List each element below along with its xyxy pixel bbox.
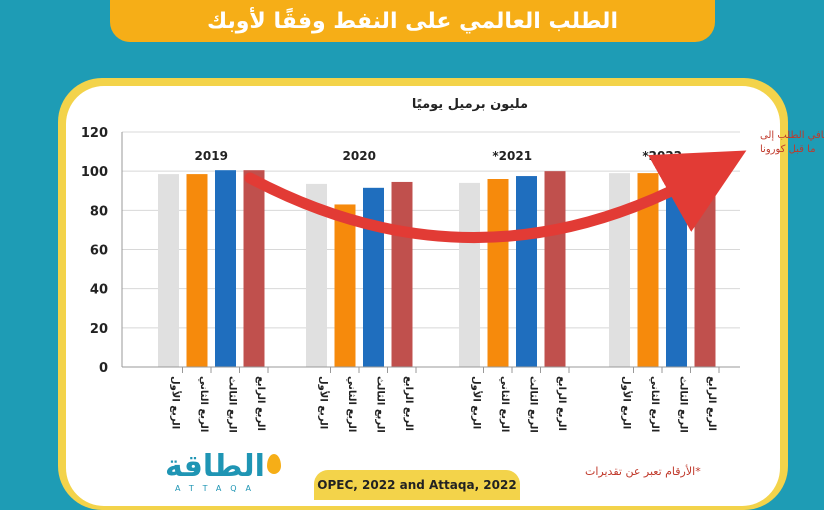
drop-icon: [267, 454, 281, 474]
bar: [158, 174, 179, 367]
x-tick-label: الربع الثاني: [499, 376, 510, 432]
annotation-line-2: ما قبل كورونا: [760, 144, 816, 155]
page-title: الطلب العالمي على النفط وفقًا لأوبك: [207, 8, 618, 34]
logo-text: الطاقة: [165, 449, 265, 484]
bar: [391, 181, 413, 367]
x-tick-label: الربع الرابع: [556, 376, 567, 431]
y-tick-label: 120: [81, 126, 108, 141]
y-tick-label: 60: [90, 244, 108, 259]
logo-subtitle: ATTAQA: [175, 484, 260, 493]
bar: [516, 176, 537, 367]
x-tick-label: الربع الرابع: [403, 376, 414, 431]
x-tick-label: الربع الثاني: [649, 376, 660, 432]
recovery-arrow: [244, 150, 747, 244]
attaqa-logo: الطاقة ATTAQA: [165, 450, 287, 496]
y-tick-label: 40: [90, 283, 108, 298]
bar: [363, 187, 384, 367]
bar: [243, 170, 265, 367]
x-tick-label: الربع الأول: [170, 376, 183, 429]
bar: [334, 204, 356, 367]
x-tick-label: الربع الثالث: [528, 376, 539, 433]
y-tick-label: 20: [90, 322, 108, 337]
y-tick-label: 80: [90, 204, 108, 219]
source-box: OPEC, 2022 and Attaqa, 2022: [314, 470, 520, 500]
bar: [609, 173, 630, 367]
bar: [666, 169, 687, 367]
x-tick-label: الربع الثاني: [198, 376, 209, 432]
estimate-note: *الأرقام تعبر عن تقديرات: [585, 465, 701, 478]
bar: [186, 174, 208, 367]
x-tick-label: الربع الرابع: [255, 376, 266, 431]
bar: [544, 171, 566, 367]
y-tick-label: 100: [81, 165, 108, 180]
x-tick-label: الربع الثالث: [227, 376, 238, 433]
group-label: *2022: [642, 149, 682, 163]
group-label: 2020: [343, 149, 376, 163]
y-tick-label: 0: [99, 361, 108, 376]
x-tick-label: الربع الأول: [471, 376, 484, 429]
bar: [694, 167, 716, 367]
bar: [215, 170, 236, 367]
x-tick-label: الربع الرابع: [706, 376, 717, 431]
source-text: OPEC, 2022 and Attaqa, 2022: [317, 478, 517, 492]
x-tick-label: الربع الأول: [318, 376, 331, 429]
group-label: 2019: [195, 149, 228, 163]
chart-title: مليون برميل يوميًا: [412, 97, 528, 112]
bar: [306, 183, 327, 367]
x-tick-label: الربع الثالث: [375, 376, 386, 433]
x-tick-label: الربع الثالث: [678, 376, 689, 433]
group-label: *2021: [492, 149, 532, 163]
bar: [487, 179, 509, 367]
bar: [459, 182, 480, 367]
title-banner: الطلب العالمي على النفط وفقًا لأوبك: [110, 0, 715, 42]
annotation-line-1: تعافي الطلب إلى: [760, 130, 824, 141]
x-tick-label: الربع الأول: [621, 376, 634, 429]
x-tick-label: الربع الثاني: [346, 376, 357, 432]
